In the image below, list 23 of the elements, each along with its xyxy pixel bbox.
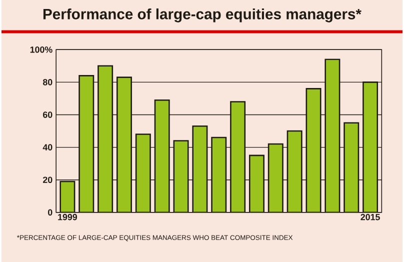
bar	[268, 143, 284, 212]
bar	[78, 75, 94, 212]
x-tick-label: 1999	[58, 214, 78, 220]
chart-title: Performance of large-cap equities managers*	[43, 8, 362, 22]
y-tick-label: 80	[42, 79, 52, 86]
bar	[173, 140, 189, 212]
y-tick-label: 0	[48, 209, 52, 216]
bar	[98, 65, 114, 212]
bar	[286, 130, 302, 212]
y-tick-label: 40	[42, 144, 52, 150]
bar	[324, 58, 340, 212]
bar	[362, 82, 378, 212]
x-tick-label: 2015	[360, 214, 380, 220]
y-tick-label: 20	[43, 176, 52, 183]
y-tick-label: 100%	[30, 46, 52, 53]
bar	[192, 125, 208, 212]
bar	[135, 134, 151, 212]
y-tick-label: 60	[43, 112, 52, 118]
bar	[211, 136, 227, 212]
bar	[230, 101, 246, 212]
bar	[344, 122, 358, 212]
bar	[154, 99, 170, 212]
bar	[306, 88, 322, 212]
